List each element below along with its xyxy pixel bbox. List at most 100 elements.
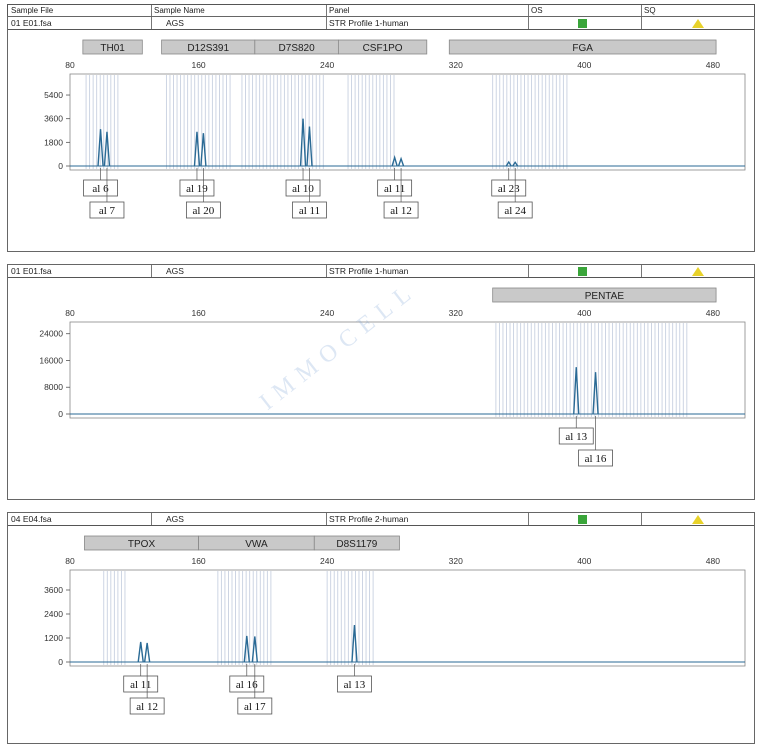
panel-name: STR Profile 1-human [329,266,409,276]
allele-label: al 12 [136,701,158,713]
x-tick-label: 400 [577,308,591,318]
sample-row[interactable]: 01 E01.fsa AGS STR Profile 1-human [8,265,754,278]
electropherogram: PENTAE 80 160 240 320 400 480 0 8000 16000 24000 al… [39,287,746,467]
sq-warning-icon [692,515,704,524]
sq-warning-icon [692,267,704,276]
locus-label: D7S820 [279,43,316,54]
allele-call[interactable]: al 23 [491,168,527,197]
y-tick-label: 24000 [39,329,63,339]
sample-name: AGS [166,266,184,276]
allele-label: al 13 [344,679,366,691]
col-sample-file: Sample File [11,6,54,15]
sample-row[interactable]: 04 E04.fsa AGS STR Profile 2-human [8,513,754,526]
col-sample-name: Sample Name [154,6,205,15]
peak[interactable] [251,636,259,663]
allele-label: al 11 [384,183,405,195]
plot-area [69,73,746,171]
allele-call[interactable]: al 11 [123,664,159,693]
peak[interactable] [512,161,519,167]
locus-bar[interactable]: TPOX [84,535,199,551]
x-tick-label: 320 [449,556,463,566]
x-tick-label: 80 [65,556,75,566]
peak[interactable] [573,367,580,415]
peak[interactable] [391,154,398,167]
locus-bar[interactable]: TH01 [82,39,143,55]
sample-name: AGS [166,514,184,524]
allele-call[interactable]: al 12 [383,168,419,219]
peak[interactable] [103,131,111,167]
y-tick-label: 16000 [39,355,63,365]
allele-label: al 24 [504,205,526,217]
locus-bar[interactable]: CSF1PO [337,39,428,55]
allele-call[interactable]: al 11 [292,168,327,219]
x-tick-label: 160 [191,308,205,318]
peak[interactable] [306,126,313,167]
y-tick-label: 0 [58,657,63,667]
locus-bar[interactable]: D7S820 [254,39,339,55]
y-tick-label: 2400 [44,609,63,619]
plot-area [69,569,746,667]
allele-call[interactable]: al 7 [89,168,125,219]
allele-call[interactable]: al 13 [337,664,372,693]
allele-call[interactable]: al 17 [237,664,273,715]
peak[interactable] [200,133,207,167]
allele-call[interactable]: al 10 [285,168,321,197]
sample-name: AGS [166,18,184,28]
x-tick-label: 320 [449,60,463,70]
locus-label: VWA [245,539,268,550]
sample-panel: 01 E01.fsa AGS STR Profile 1-human TH01 D… [7,16,755,252]
y-tick-label: 5400 [44,90,63,100]
locus-label: CSF1PO [363,43,403,54]
sample-file: 01 E01.fsa [11,18,52,28]
allele-call[interactable]: al 16 [229,664,265,693]
col-os: OS [531,6,543,15]
locus-label: D12S391 [187,43,229,54]
x-tick-label: 400 [577,60,591,70]
x-tick-label: 480 [706,308,720,318]
allele-label: al 20 [193,205,215,217]
peak[interactable] [97,129,104,167]
locus-label: TPOX [128,539,156,550]
locus-bar[interactable]: D12S391 [161,39,256,55]
allele-label: al 11 [130,679,151,691]
allele-call[interactable]: al 12 [129,664,165,715]
peak[interactable] [299,118,307,167]
x-tick-label: 160 [191,60,205,70]
peak[interactable] [351,624,358,663]
allele-label: al 7 [99,205,116,217]
y-tick-label: 3600 [44,585,63,595]
locus-bar[interactable]: PENTAE [492,287,717,303]
allele-call[interactable]: al 20 [185,168,221,219]
peak[interactable] [193,131,201,167]
peak[interactable] [137,641,144,663]
allele-call[interactable]: al 11 [377,168,413,197]
locus-bar[interactable]: D8S1179 [313,535,400,551]
allele-call[interactable]: al 16 [578,416,613,467]
sample-file: 04 E04.fsa [11,514,52,524]
allele-label: al 6 [92,183,109,195]
sample-row[interactable]: 01 E01.fsa AGS STR Profile 1-human [8,17,754,30]
allele-call[interactable]: al 24 [497,168,533,219]
peak[interactable] [397,156,405,167]
peak[interactable] [243,635,250,663]
peak[interactable] [505,160,512,167]
allele-call[interactable]: al 6 [83,168,118,197]
x-tick-label: 320 [449,308,463,318]
sample-file: 01 E01.fsa [11,266,52,276]
os-status-icon [578,19,587,28]
locus-bar[interactable]: VWA [198,535,315,551]
peak[interactable] [143,642,151,663]
allele-label: al 11 [299,205,320,217]
sample-panel: 01 E01.fsa AGS STR Profile 1-human PENTA… [7,264,755,500]
x-tick-label: 400 [577,556,591,566]
allele-call[interactable]: al 13 [558,416,594,445]
y-tick-label: 8000 [44,382,63,392]
allele-label: al 17 [244,701,266,713]
x-tick-label: 80 [65,60,75,70]
y-tick-label: 1200 [44,633,63,643]
locus-bar[interactable]: FGA [448,39,717,55]
allele-call[interactable]: al 19 [179,168,215,197]
x-tick-label: 160 [191,556,205,566]
os-status-icon [578,267,587,276]
peak[interactable] [592,372,599,415]
